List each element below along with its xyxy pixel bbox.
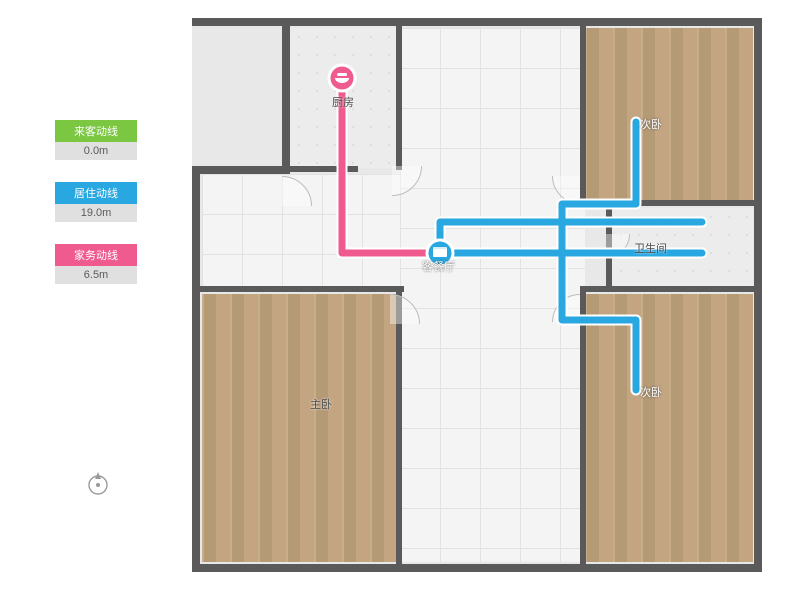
- label-bath: 卫生间: [634, 240, 667, 256]
- legend-item-chore: 家务动线 6.5m: [55, 244, 137, 284]
- legend: 来客动线 0.0m 居住动线 19.0m 家务动线 6.5m: [55, 120, 137, 306]
- legend-value: 19.0m: [55, 204, 137, 222]
- legend-label: 来客动线: [55, 120, 137, 142]
- floor-plan: 厨房 次卧 次卧 卫生间 客餐厅 主卧: [192, 18, 762, 572]
- legend-value: 6.5m: [55, 266, 137, 284]
- label-bed2b: 次卧: [640, 384, 662, 400]
- legend-value: 0.0m: [55, 142, 137, 160]
- node-kitchen: [329, 65, 355, 91]
- label-kitchen: 厨房: [332, 94, 354, 110]
- legend-item-living: 居住动线 19.0m: [55, 182, 137, 222]
- path-living: [440, 122, 702, 390]
- label-living: 客餐厅: [422, 258, 455, 274]
- label-master: 主卧: [310, 396, 332, 412]
- legend-label: 家务动线: [55, 244, 137, 266]
- label-bed2a: 次卧: [640, 116, 662, 132]
- legend-item-guest: 来客动线 0.0m: [55, 120, 137, 160]
- path-overlay: [192, 18, 762, 572]
- path-chore: [342, 92, 440, 253]
- legend-label: 居住动线: [55, 182, 137, 204]
- compass-icon: [85, 470, 111, 496]
